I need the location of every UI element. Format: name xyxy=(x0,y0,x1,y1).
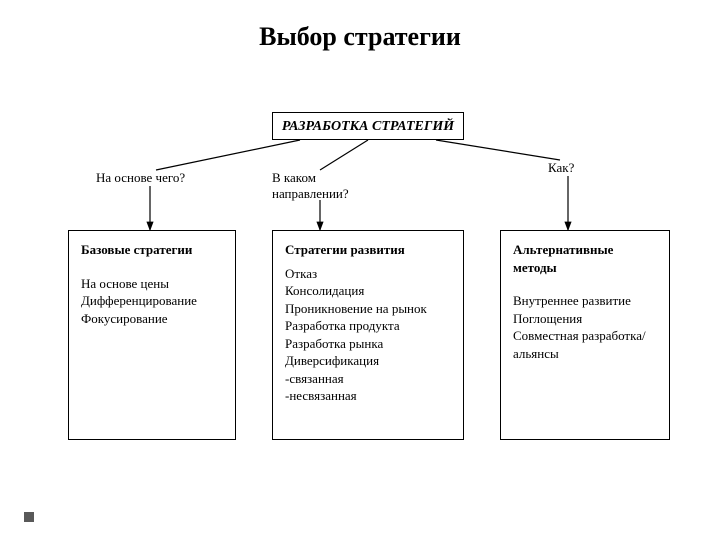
box-dev-line: Разработка рынка xyxy=(285,335,451,353)
slide-bullet-icon xyxy=(24,512,34,522)
branch-label-basis: На основе чего? xyxy=(96,170,216,186)
box-dev-heading: Стратегии развития xyxy=(285,241,451,259)
branch-label-how: Как? xyxy=(548,160,598,176)
box-dev-line: -связанная xyxy=(285,370,451,388)
box-dev-line: -несвязанная xyxy=(285,387,451,405)
box-base-line: Дифференцирование xyxy=(81,292,223,310)
box-base-strategies: Базовые стратегии На основе цены Диффере… xyxy=(68,230,236,440)
box-alternative-methods: Альтернативные методы Внутреннее развити… xyxy=(500,230,670,440)
branch-label-direction: В каком направлении? xyxy=(272,170,382,201)
box-dev-line: Консолидация xyxy=(285,282,451,300)
root-node-label: РАЗРАБОТКА СТРАТЕГИЙ xyxy=(282,119,454,134)
box-dev-line: Разработка продукта xyxy=(285,317,451,335)
box-alt-line: Совместная разработка/альянсы xyxy=(513,327,657,362)
box-alt-line: Внутреннее развитие xyxy=(513,292,657,310)
box-dev-line: Диверсификация xyxy=(285,352,451,370)
box-dev-line: Отказ xyxy=(285,265,451,283)
box-base-line: На основе цены xyxy=(81,275,223,293)
root-node: РАЗРАБОТКА СТРАТЕГИЙ xyxy=(272,112,464,140)
box-base-line: Фокусирование xyxy=(81,310,223,328)
box-dev-line: Проникновение на рынок xyxy=(285,300,451,318)
box-development-strategies: Стратегии развития Отказ Консолидация Пр… xyxy=(272,230,464,440)
page-title: Выбор стратегии xyxy=(0,22,720,52)
box-alt-line: Поглощения xyxy=(513,310,657,328)
box-base-heading: Базовые стратегии xyxy=(81,241,223,259)
box-alt-heading: Альтернативные методы xyxy=(513,241,657,276)
